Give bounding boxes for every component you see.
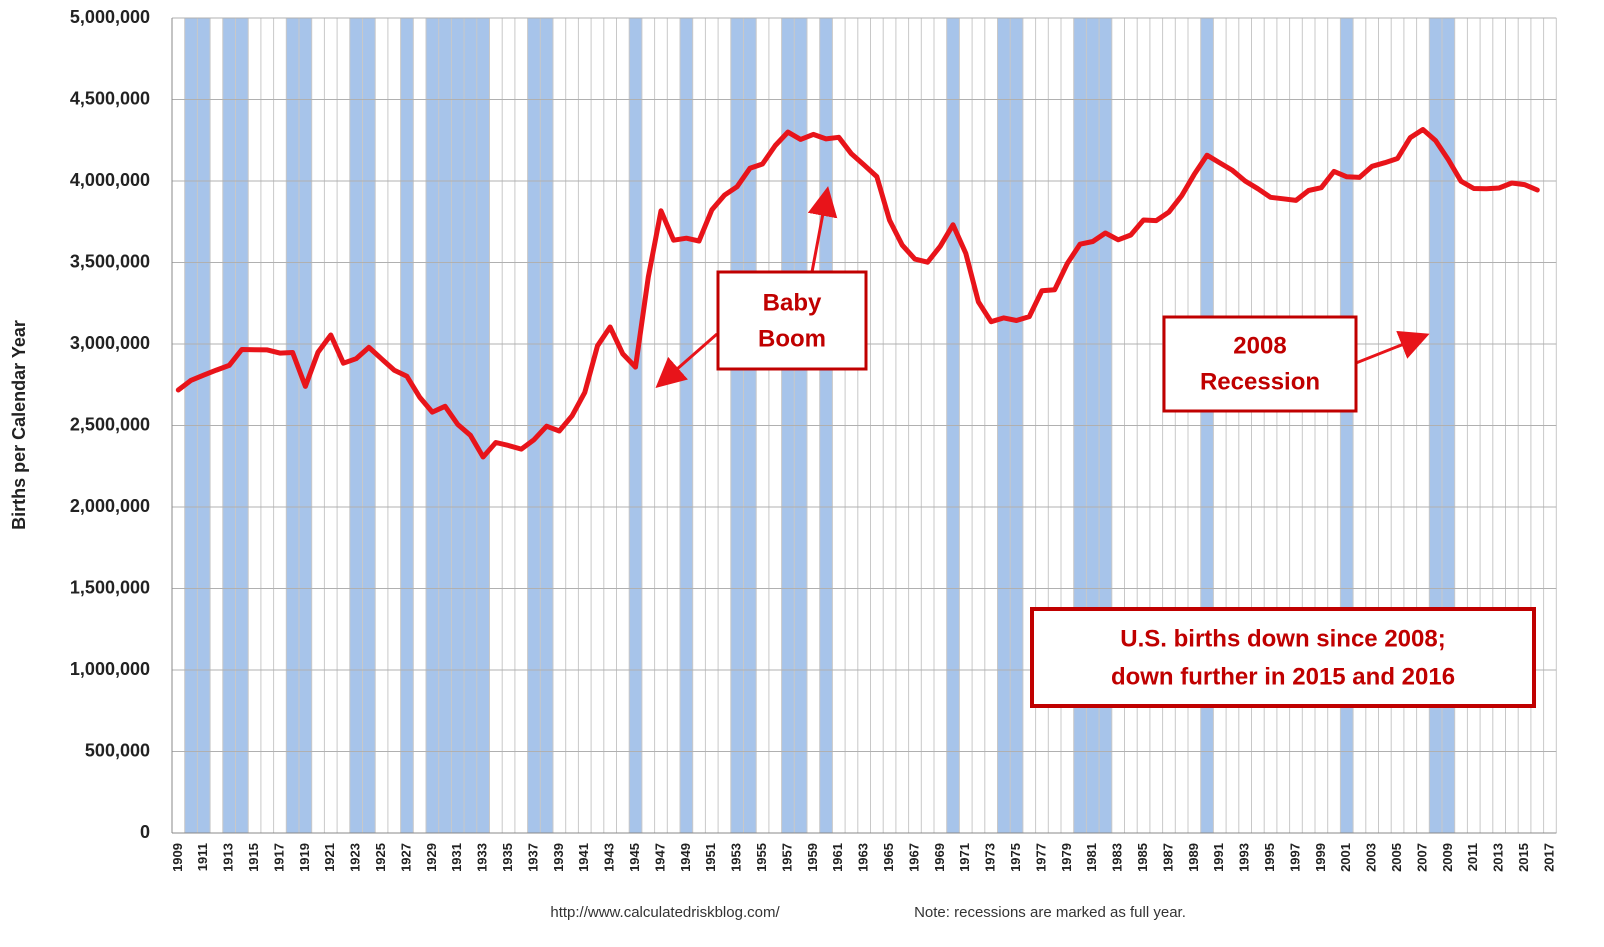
x-tick-label: 1967 <box>906 843 921 872</box>
x-tick-label: 1991 <box>1211 843 1226 872</box>
x-tick-label: 1963 <box>856 843 871 872</box>
plot-layer: 0 500,000 1,000,000 1,500,000 2,000,000 2,500… <box>70 7 1556 872</box>
x-tick-label: 1973 <box>983 843 998 872</box>
x-tick-label: 1989 <box>1186 843 1201 872</box>
annotation-text: down further in 2015 and 2016 <box>1111 663 1455 690</box>
x-tick-label: 1923 <box>348 843 363 872</box>
y-tick-label: 4,500,000 <box>70 88 150 108</box>
x-tick-label: 1919 <box>297 843 312 872</box>
annotation-2008: 2008 Recession <box>1162 315 1430 413</box>
x-tick-label: 1939 <box>551 843 566 872</box>
x-tick-label: 1913 <box>221 843 236 872</box>
x-tick-label: 1947 <box>652 843 667 872</box>
x-tick-label: 1921 <box>322 843 337 872</box>
x-tick-label: 2009 <box>1440 843 1455 872</box>
x-tick-label: 1917 <box>271 843 286 872</box>
arrow <box>655 332 718 388</box>
y-tick-label: 2,000,000 <box>70 496 150 516</box>
x-tick-label: 1933 <box>475 843 490 872</box>
x-tick-label: 2015 <box>1516 843 1531 872</box>
x-tick-label: 2001 <box>1338 843 1353 872</box>
x-tick-label: 1953 <box>729 843 744 872</box>
y-tick-label: 0 <box>140 822 150 842</box>
x-tick-label: 2013 <box>1491 843 1506 872</box>
annotation-baby-boom: Baby Boom <box>655 186 868 388</box>
y-tick-label: 3,000,000 <box>70 333 150 353</box>
x-tick-label: 1935 <box>500 843 515 872</box>
x-tick-label: 1987 <box>1160 843 1175 872</box>
x-tick-label: 1915 <box>246 843 261 872</box>
x-tick-label: 1925 <box>373 843 388 872</box>
x-tick-label: 1995 <box>1262 843 1277 872</box>
x-tick-label: 1965 <box>881 843 896 872</box>
annotation-text: 2008 <box>1233 332 1286 359</box>
annotation-box <box>1030 607 1536 708</box>
arrow <box>1355 330 1430 365</box>
annotation-text: Baby <box>763 289 822 316</box>
y-tick-label: 3,500,000 <box>70 251 150 271</box>
annotation-text: U.S. births down since 2008; <box>1120 625 1445 652</box>
x-tick-label: 1909 <box>170 843 185 872</box>
x-tick-label: 2003 <box>1364 843 1379 872</box>
x-tick-label: 1969 <box>932 843 947 872</box>
x-tick-label: 1955 <box>754 843 769 872</box>
x-tick-label: 1981 <box>1084 843 1099 872</box>
x-tick-label: 1961 <box>830 843 845 872</box>
x-tick-label: 1971 <box>957 843 972 872</box>
y-axis-label: Births per Calendar Year <box>9 320 29 530</box>
annotation-box <box>716 270 868 371</box>
x-tick-label: 1957 <box>779 843 794 872</box>
x-tick-label: 1997 <box>1287 843 1302 872</box>
x-tick-label: 2007 <box>1414 843 1429 872</box>
x-tick-label: 1983 <box>1110 843 1125 872</box>
x-tick-label: 1941 <box>576 843 591 872</box>
x-tick-label: 1993 <box>1237 843 1252 872</box>
annotation-summary: U.S. births down since 2008; down furthe… <box>1030 607 1536 708</box>
x-tick-label: 1951 <box>703 843 718 872</box>
x-tick-label: 1975 <box>1008 843 1023 872</box>
x-tick-label: 1949 <box>678 843 693 872</box>
y-tick-label: 4,000,000 <box>70 170 150 190</box>
x-tick-label: 1931 <box>449 843 464 872</box>
x-tick-label: 2005 <box>1389 843 1404 872</box>
x-tick-label: 1937 <box>525 843 540 872</box>
arrow <box>807 186 838 273</box>
x-tick-label: 2011 <box>1465 843 1480 871</box>
y-tick-label: 1,000,000 <box>70 659 150 679</box>
x-tick-label: 1927 <box>398 843 413 872</box>
x-tick-label: 1945 <box>627 843 642 872</box>
y-tick-label: 2,500,000 <box>70 414 150 434</box>
footer-note: Note: recessions are marked as full year… <box>914 904 1186 921</box>
x-tick-label: 2017 <box>1541 843 1556 872</box>
y-tick-label: 1,500,000 <box>70 577 150 597</box>
x-tick-label: 1979 <box>1059 843 1074 872</box>
x-tick-label: 1977 <box>1033 843 1048 872</box>
annotation-text: Boom <box>758 325 826 352</box>
footer-source: http://www.calculatedriskblog.com/ <box>550 904 780 921</box>
x-tick-label: 1959 <box>805 843 820 872</box>
y-tick-label: 5,000,000 <box>70 7 150 27</box>
x-tick-label: 1911 <box>195 843 210 871</box>
x-tick-label: 1999 <box>1313 843 1328 872</box>
x-tick-label: 1943 <box>602 843 617 872</box>
y-tick-label: 500,000 <box>85 740 150 760</box>
annotation-text: Recession <box>1200 368 1320 395</box>
annotation-box <box>1162 315 1358 413</box>
x-tick-label: 1929 <box>424 843 439 872</box>
x-tick-label: 1985 <box>1135 843 1150 872</box>
line-series <box>175 127 1540 460</box>
